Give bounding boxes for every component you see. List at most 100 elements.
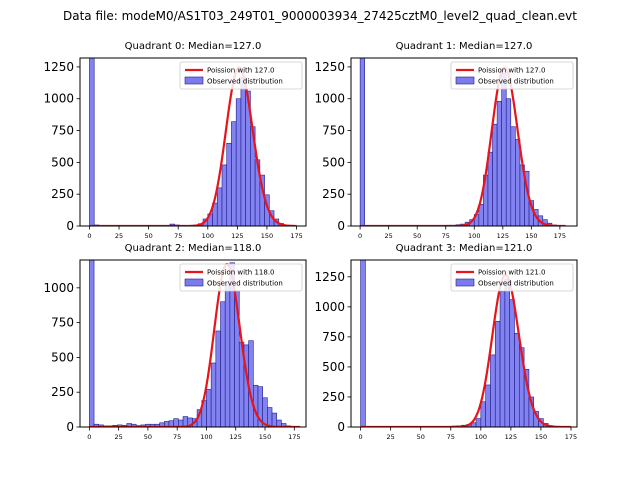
legend-bar-swatch <box>184 76 204 85</box>
x-tick-label: 0 <box>87 232 91 240</box>
histogram-bar <box>494 320 501 427</box>
legend-label: Poission with 127.0 <box>478 67 546 75</box>
subplot-2: Quadrant 2: Median=118.0 0 25 50 75 100 125 150… <box>43 243 307 441</box>
y-tick-label: 0 <box>337 219 345 233</box>
subplot-title: Quadrant 2: Median=118.0 <box>125 243 262 254</box>
legend-label: Poission with 127.0 <box>207 67 275 75</box>
x-tick-label: 25 <box>115 232 123 240</box>
y-tick-label: 750 <box>51 316 74 330</box>
y-tick-label: 750 <box>322 330 345 344</box>
histogram-bar <box>480 401 486 427</box>
x-tick-label: 25 <box>387 433 395 441</box>
axes-frame <box>79 57 307 227</box>
histogram-bar <box>206 389 212 427</box>
histogram-bar <box>281 423 287 427</box>
histogram-bar <box>475 418 482 427</box>
x-tick-label: 175 <box>565 433 577 441</box>
y-tick-label: 1250 <box>314 270 345 284</box>
subplot-title: Quadrant 0: Median=127.0 <box>125 41 262 52</box>
x-tick-label: 0 <box>358 232 362 240</box>
legend-box <box>450 61 574 90</box>
histogram-bar <box>89 58 95 226</box>
x-tick-label: 125 <box>505 433 517 441</box>
histogram-bar <box>501 72 507 226</box>
x-tick-label: 50 <box>413 232 421 240</box>
x-tick-label: 175 <box>290 232 302 240</box>
y-tick-label: 250 <box>51 187 74 201</box>
x-tick-label: 125 <box>230 433 242 441</box>
legend-bar-swatch <box>455 278 475 287</box>
x-tick-label: 175 <box>554 232 566 240</box>
x-tick-label: 50 <box>144 232 152 240</box>
y-tick-label: 0 <box>337 420 345 434</box>
x-tick-label: 100 <box>468 232 480 240</box>
histogram-bar <box>267 407 273 427</box>
legend: Poission with 127.0 Observed distribution <box>179 61 303 90</box>
y-tick-label: 500 <box>322 155 345 169</box>
y-tick-label: 0 <box>66 420 74 434</box>
x-tick-label: 175 <box>288 433 300 441</box>
legend-box <box>179 263 303 292</box>
y-tick-label: 750 <box>322 124 345 138</box>
histogram-bar <box>173 418 179 427</box>
y-tick-label: 250 <box>322 187 345 201</box>
histogram-bar <box>514 332 520 427</box>
x-tick-label: 0 <box>87 433 91 441</box>
histogram-bar <box>271 412 278 427</box>
histogram-bar <box>487 151 493 226</box>
legend-label: Poission with 121.0 <box>478 269 546 277</box>
x-tick-label: 25 <box>115 433 123 441</box>
y-tick-label: 1000 <box>43 92 74 106</box>
histogram-bar <box>499 290 506 427</box>
subplot-3: Quadrant 3: Median=121.0 0 25 50 75 100 125 150… <box>314 243 578 441</box>
x-tick-label: 150 <box>535 433 547 441</box>
legend-label: Poission with 118.0 <box>207 269 275 277</box>
x-tick-label: 0 <box>359 433 363 441</box>
y-tick-label: 250 <box>322 390 345 404</box>
legend-label: Observed distribution <box>478 78 554 86</box>
y-tick-label: 500 <box>322 360 345 374</box>
legend-box <box>179 61 303 90</box>
legend-bar-swatch <box>184 278 204 287</box>
axes-frame <box>350 259 578 428</box>
y-tick-label: 0 <box>66 219 74 233</box>
x-tick-label: 75 <box>174 232 182 240</box>
histogram-bar <box>240 76 246 226</box>
histogram-bar <box>504 278 510 427</box>
histogram-bar <box>89 260 95 427</box>
histogram-bar <box>510 126 516 226</box>
x-tick-label: 50 <box>144 433 152 441</box>
histogram-bar <box>492 123 498 226</box>
y-tick-label: 1250 <box>314 60 345 74</box>
x-tick-label: 100 <box>202 232 214 240</box>
y-tick-label: 1250 <box>43 60 74 74</box>
x-tick-label: 100 <box>200 433 212 441</box>
x-tick-label: 100 <box>475 433 487 441</box>
x-tick-label: 75 <box>173 433 181 441</box>
subplot-0: Quadrant 0: Median=127.0 0 25 50 75 100 125 150… <box>43 41 307 240</box>
legend: Poission with 118.0 Observed distribution <box>179 263 303 292</box>
histogram-bar <box>221 164 228 226</box>
legend-label: Observed distribution <box>207 280 283 288</box>
y-tick-label: 1000 <box>314 300 345 314</box>
histogram-bar <box>210 362 217 427</box>
histogram-bar <box>216 187 223 226</box>
legend-label: Observed distribution <box>478 280 554 288</box>
y-tick-label: 500 <box>51 350 74 364</box>
poisson-curve <box>360 273 571 427</box>
x-tick-label: 50 <box>417 433 425 441</box>
figure-title: Data file: modeM0/AS1T03_249T01_90000039… <box>63 9 577 23</box>
y-tick-label: 750 <box>51 124 74 138</box>
histogram-bar <box>220 301 226 427</box>
legend: Poission with 127.0 Observed distribution <box>450 61 574 90</box>
y-tick-label: 500 <box>51 155 74 169</box>
subplot-grid: Quadrant 0: Median=127.0 0 25 50 75 100 125 150… <box>43 41 578 441</box>
x-tick-label: 125 <box>497 232 509 240</box>
histogram-bar <box>235 98 242 226</box>
legend-bar-swatch <box>455 76 475 85</box>
subplot-1: Quadrant 1: Median=127.0 0 25 50 75 100 125 150… <box>314 41 578 240</box>
histogram-bar <box>224 284 231 427</box>
histogram-bar <box>359 58 365 226</box>
subplot-title: Quadrant 1: Median=127.0 <box>396 41 533 52</box>
